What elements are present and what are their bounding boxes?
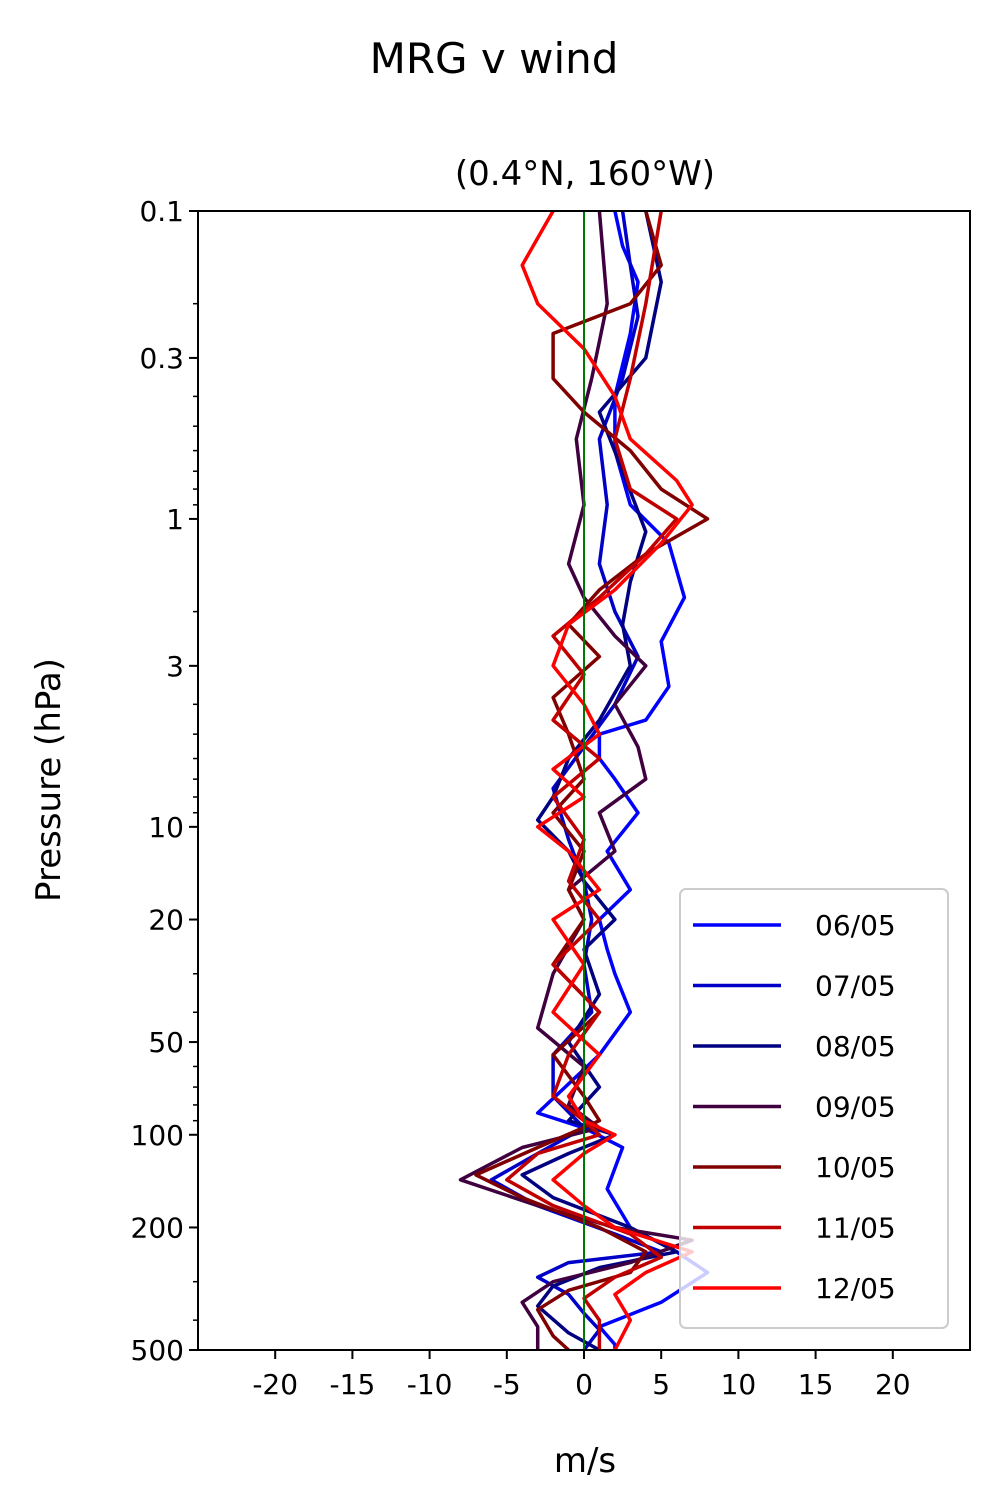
- legend-label: 10/05: [815, 1151, 896, 1184]
- legend: 06/05 07/05 08/05 09/05 10/05 11/05 12/05: [679, 888, 949, 1329]
- y-tick-label: 10: [148, 811, 184, 844]
- x-tick-label: -20: [252, 1368, 298, 1401]
- y-tick-label: 50: [148, 1026, 184, 1059]
- x-tick-label: 5: [652, 1368, 670, 1401]
- y-tick-label: 3: [166, 650, 184, 683]
- x-axis: -20 -15 -10 -5 0 5 10 15 20: [252, 1350, 911, 1401]
- legend-label: 12/05: [815, 1272, 896, 1305]
- y-axis: 0.1 0.3 1 3 10 20 50 100 200 500: [131, 195, 198, 1367]
- series-line-1: [489, 211, 663, 1350]
- y-tick-label: 0.1: [139, 195, 184, 228]
- x-axis-label: m/s: [554, 1441, 616, 1481]
- y-tick-label: 20: [148, 904, 184, 937]
- y-tick-label: 1: [166, 503, 184, 536]
- y-tick-label: 100: [131, 1119, 184, 1152]
- y-axis-label: Pressure (hPa): [29, 658, 69, 902]
- x-tick-label: -15: [330, 1368, 376, 1401]
- legend-frame: [679, 888, 949, 1329]
- x-tick-label: -10: [407, 1368, 453, 1401]
- x-tick-label: 10: [721, 1368, 757, 1401]
- legend-label: 07/05: [815, 970, 896, 1003]
- chart-title: (0.4°N, 160°W): [455, 154, 715, 194]
- legend-label: 06/05: [815, 909, 896, 942]
- series-line-6: [520, 211, 694, 1350]
- y-tick-label: 200: [131, 1211, 184, 1244]
- legend-label: 08/05: [815, 1030, 896, 1063]
- legend-label: 09/05: [815, 1091, 896, 1124]
- legend-label: 11/05: [815, 1212, 896, 1245]
- series-line-2: [520, 211, 679, 1350]
- x-tick-label: -5: [493, 1368, 521, 1401]
- x-tick-label: 0: [575, 1368, 593, 1401]
- x-tick-label: 15: [798, 1368, 834, 1401]
- figure-suptitle: MRG v wind: [370, 34, 619, 83]
- y-tick-label: 500: [131, 1334, 184, 1367]
- x-tick-label: 20: [875, 1368, 911, 1401]
- y-tick-label: 0.3: [139, 342, 184, 375]
